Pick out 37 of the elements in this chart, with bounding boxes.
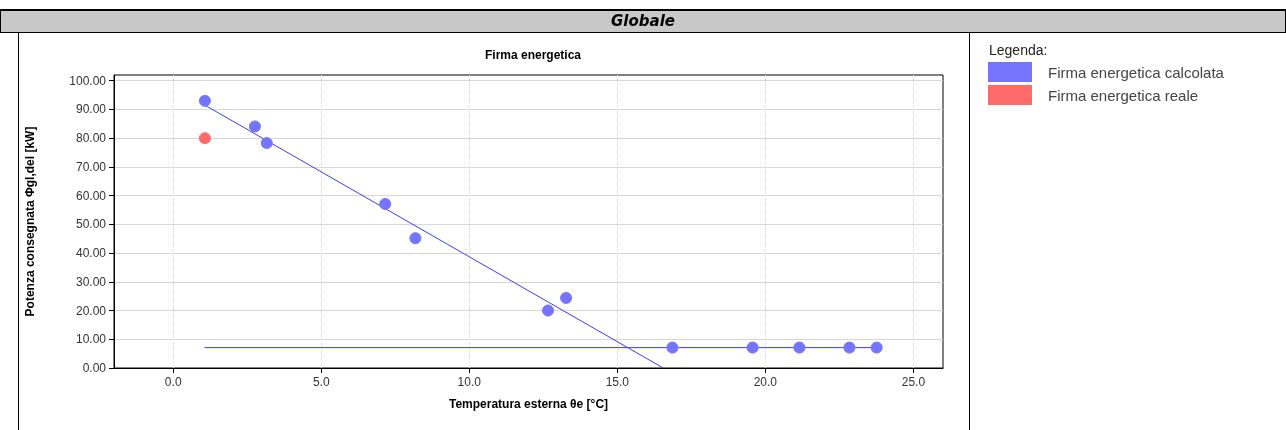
point: [560, 291, 573, 304]
x-tick-label: 15.0: [605, 375, 630, 389]
point: [843, 341, 856, 354]
y-tick-label: 100.00: [69, 73, 107, 88]
chart-title: Firma energetica: [484, 48, 582, 62]
y-tick-label: 60.00: [75, 188, 107, 203]
point: [666, 341, 679, 354]
text: Globale: [0, 9, 1286, 33]
point: [198, 94, 211, 107]
x-axis-title: Temperatura esterna θe [°C]: [448, 397, 609, 411]
x-tick-label: 0.0: [164, 375, 182, 389]
legend-label: Firma energetica calcolata: [1048, 63, 1225, 81]
y-tick-label: 20.00: [75, 303, 107, 318]
legend-title: Legenda:: [989, 42, 1048, 58]
y-tick-label: 0.00: [82, 361, 107, 375]
legend-label: Firma energetica reale: [1048, 86, 1199, 104]
y-tick-label: 40.00: [75, 246, 107, 261]
y-tick-label: 80.00: [75, 131, 107, 146]
point: [198, 132, 211, 145]
x-tick-label: 20.0: [753, 375, 778, 389]
point: [409, 232, 422, 245]
x-tick-label: 5.0: [312, 375, 330, 389]
point: [746, 341, 759, 354]
point: [870, 341, 883, 354]
y-axis-title: Potenza consegnata Φgl,del [kW]: [23, 126, 37, 317]
point: [379, 197, 392, 210]
point: [542, 304, 555, 317]
point: [248, 120, 261, 133]
x-tick-label: 10.0: [457, 375, 482, 389]
y-tick-label: 10.00: [75, 332, 107, 347]
y-tick-label: 90.00: [75, 102, 107, 117]
y-tick-label: 70.00: [75, 159, 107, 174]
x-tick-label: 25.0: [901, 375, 926, 389]
y-tick-label: 50.00: [75, 217, 107, 232]
y-tick-label: 30.00: [75, 274, 107, 289]
point: [260, 137, 273, 150]
point: [793, 341, 806, 354]
